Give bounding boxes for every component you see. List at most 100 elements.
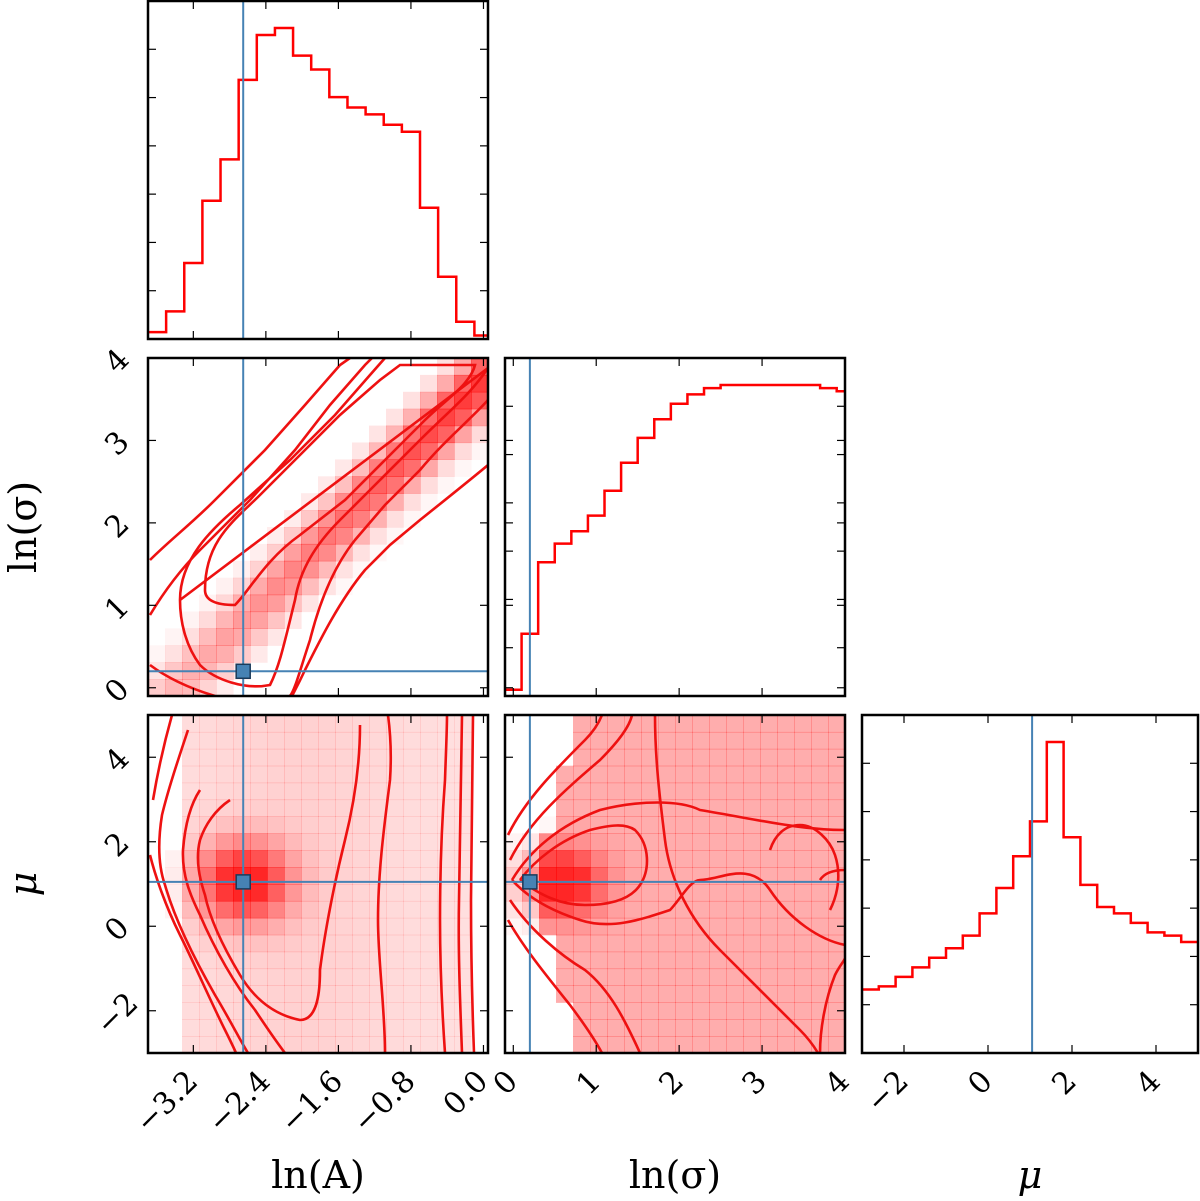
density-cell (658, 816, 676, 834)
tick-label: 4 (818, 1064, 856, 1102)
density-cell (573, 715, 591, 733)
density-cell (182, 985, 200, 1003)
density-cell (352, 748, 370, 767)
density-cell (658, 1019, 676, 1037)
density-cell (284, 985, 302, 1003)
density-cell (573, 1019, 591, 1037)
density-cell (658, 850, 676, 868)
density-cell (760, 985, 778, 1003)
density-cell (267, 934, 285, 953)
density-cell (318, 985, 336, 1003)
density-cell (352, 715, 370, 733)
density-cell (250, 985, 268, 1003)
density-cell (709, 850, 727, 868)
density-cell (352, 442, 370, 460)
density-cell (199, 765, 217, 784)
density-cell (267, 1036, 285, 1053)
density-cell (250, 645, 268, 663)
histogram-mu (862, 740, 1198, 991)
density-cell (335, 951, 353, 970)
density-cell (454, 884, 472, 902)
density-cell (454, 985, 472, 1003)
density-cell (386, 867, 404, 885)
density-cell (233, 577, 251, 596)
density-cell (233, 799, 251, 817)
density-cell (216, 985, 234, 1003)
density-cell (250, 577, 268, 596)
density-cell (794, 968, 812, 986)
density-cell (352, 543, 370, 562)
density-cell (250, 867, 268, 885)
density-cell (403, 833, 421, 851)
density-cell (624, 1002, 642, 1020)
density-cell (624, 850, 642, 868)
density-cell (590, 765, 608, 784)
density-cell (624, 731, 642, 750)
density-cell (794, 1036, 812, 1053)
density-cell (641, 951, 659, 970)
density-cell (369, 799, 387, 817)
density-cell (386, 951, 404, 970)
density-cell (318, 748, 336, 767)
density-cell (233, 850, 251, 868)
density-cell (743, 985, 761, 1003)
density-cell (318, 934, 336, 953)
frame-lnsigma-mu (503, 713, 847, 1055)
tick-label: −2 (89, 986, 145, 1042)
density-cell (403, 850, 421, 868)
density-cell (216, 679, 234, 696)
density-cell (794, 884, 812, 902)
panel-joint-lnsigma-mu (505, 715, 845, 1053)
density-cell (199, 628, 217, 646)
density-cell (301, 782, 319, 801)
density-cell (454, 816, 472, 834)
density-cell (250, 1036, 268, 1053)
density-cell (675, 765, 693, 784)
tick-label: 0 (487, 1064, 525, 1102)
density-cell (267, 900, 285, 919)
density-cell (403, 934, 421, 953)
density-cell (675, 867, 693, 885)
density-cell (624, 867, 642, 885)
density-cell (403, 748, 421, 767)
density-cell (726, 850, 744, 868)
frame-lnA-mu (146, 713, 490, 1055)
density-cell (573, 833, 591, 851)
density-cell (352, 1002, 370, 1020)
density-cell (403, 442, 421, 460)
density-cell (233, 833, 251, 851)
density-cell (624, 748, 642, 767)
density-cell (216, 799, 234, 817)
density-cell (607, 985, 625, 1003)
density-cell (352, 867, 370, 885)
density-cell (182, 968, 200, 986)
density-cell (760, 1036, 778, 1053)
density-cell (420, 850, 438, 868)
density-cell (709, 900, 727, 919)
density-cell (318, 816, 336, 834)
density-cell (709, 833, 727, 851)
density-cell (743, 799, 761, 817)
density-cell (267, 884, 285, 902)
density-cell (743, 934, 761, 953)
density-cell (386, 1019, 404, 1037)
density-cell (403, 968, 421, 986)
density-cell (828, 1036, 845, 1053)
density-cell (165, 628, 183, 646)
density-cell (335, 476, 353, 494)
density-cell (369, 715, 387, 733)
tick-label: 4 (98, 741, 136, 779)
density-cell (641, 1036, 659, 1053)
density-cell (386, 884, 404, 902)
density-cell (471, 425, 488, 444)
density-cell (335, 850, 353, 868)
density-cell (658, 934, 676, 953)
tick-label: 0 (98, 910, 136, 948)
density-cell (454, 968, 472, 986)
density-cell (743, 765, 761, 784)
density-cell (692, 985, 710, 1003)
density-cell (420, 765, 438, 784)
density-cell (437, 459, 455, 477)
density-cell (233, 645, 251, 663)
density-cell (284, 765, 302, 784)
